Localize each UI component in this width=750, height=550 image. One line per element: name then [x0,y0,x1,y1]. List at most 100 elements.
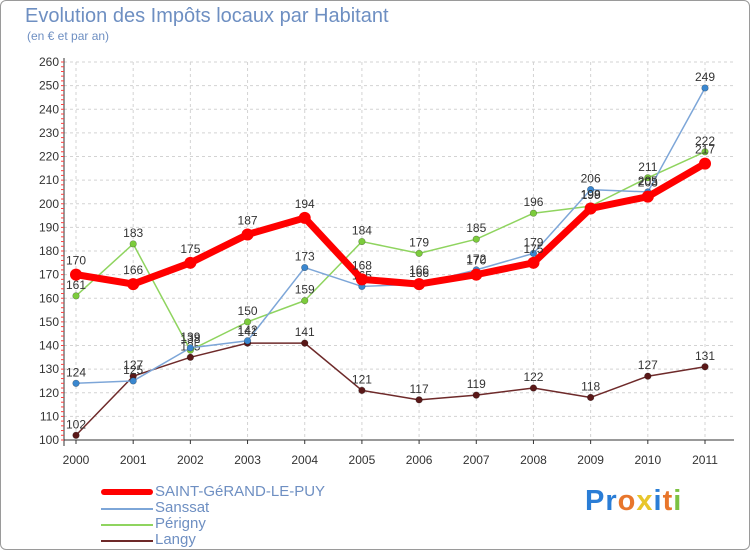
data-point [470,268,483,281]
data-point [358,386,366,394]
x-tick-label: 2007 [463,453,490,467]
data-label: 175 [180,242,200,256]
x-tick-label: 2002 [177,453,204,467]
data-point [72,431,80,439]
x-tick-label: 2010 [634,453,661,467]
y-tick-label: 180 [39,244,59,258]
y-tick-label: 100 [39,433,59,447]
data-point [644,372,652,380]
data-label: 127 [638,358,658,372]
data-label: 170 [466,254,486,268]
proxiti-logo: Proxiti [585,485,683,517]
data-label: 121 [352,372,372,386]
data-label: 198 [581,187,601,201]
data-label: 166 [409,263,429,277]
data-point [72,292,80,300]
data-point [584,202,597,215]
data-point [301,297,309,305]
data-point [301,339,309,347]
data-point [529,384,538,392]
data-label: 175 [523,242,543,256]
legend-swatch [101,524,153,526]
data-label: 168 [352,258,372,272]
data-point [529,249,538,257]
data-label: 102 [66,417,86,431]
data-label: 127 [123,358,143,372]
data-point [186,353,194,361]
y-tick-label: 160 [39,291,59,305]
data-label: 138 [180,332,200,346]
data-label: 222 [695,134,715,148]
data-point [527,256,540,269]
data-point [127,278,140,291]
legend-label: SAINT-GéRAND-LE-PUY [155,483,326,500]
data-label: 161 [66,278,86,292]
data-point [186,344,194,352]
data-label: 150 [238,304,258,318]
x-tick-label: 2004 [291,453,318,467]
data-label: 172 [466,252,486,266]
data-point [184,256,197,269]
data-point [129,240,137,248]
data-label: 179 [409,235,429,249]
data-label: 206 [581,172,601,186]
series-line [75,151,706,351]
y-tick-label: 260 [39,55,59,69]
data-point [701,148,709,156]
data-label: 217 [695,143,715,157]
legend-swatch [101,508,153,510]
data-point [72,379,80,387]
data-label: 122 [523,370,543,384]
data-point [415,396,423,404]
x-tick-label: 2000 [63,453,90,467]
data-point [241,228,254,241]
data-label: 131 [695,349,715,363]
data-label: 179 [523,235,543,249]
data-label: 183 [123,226,143,240]
data-point [587,185,595,194]
data-label: 117 [410,382,429,396]
chart-title: Evolution des Impôts locaux par Habitant [25,5,389,27]
data-label: 249 [695,70,715,84]
chart-subtitle: (en € et par an) [27,29,110,43]
data-label: 141 [238,325,258,339]
data-label: 118 [581,379,600,393]
x-tick-label: 2008 [520,453,547,467]
y-tick-label: 130 [39,362,59,376]
y-tick-label: 170 [39,268,59,282]
data-point [355,273,368,286]
data-label: 185 [466,221,486,235]
y-tick-label: 140 [39,339,59,353]
data-point [243,337,252,345]
data-label: 142 [238,323,258,337]
data-point [301,263,309,272]
y-tick-label: 120 [39,386,59,400]
data-point [644,174,652,182]
data-label: 166 [409,266,429,280]
y-tick-label: 190 [39,220,59,234]
data-point [70,268,82,281]
legend-label: Langy [155,531,196,548]
y-tick-label: 200 [39,197,59,211]
data-point [701,84,709,92]
data-label: 170 [66,254,86,268]
y-tick-label: 210 [39,173,59,187]
data-label: 173 [295,250,315,264]
data-label: 124 [66,365,86,379]
data-point [472,235,480,243]
data-label: 184 [352,224,372,238]
data-label: 139 [180,330,200,344]
x-tick-label: 2006 [406,453,433,467]
data-label: 159 [295,283,315,297]
data-label: 211 [638,160,657,174]
data-label: 119 [467,377,486,391]
data-point [413,278,426,291]
series-line [75,87,706,385]
x-tick-label: 2009 [577,453,604,467]
series-line [75,342,706,437]
data-label: 166 [123,263,143,277]
data-label: 194 [295,197,315,211]
y-tick-label: 110 [40,409,59,423]
data-point [701,363,709,371]
